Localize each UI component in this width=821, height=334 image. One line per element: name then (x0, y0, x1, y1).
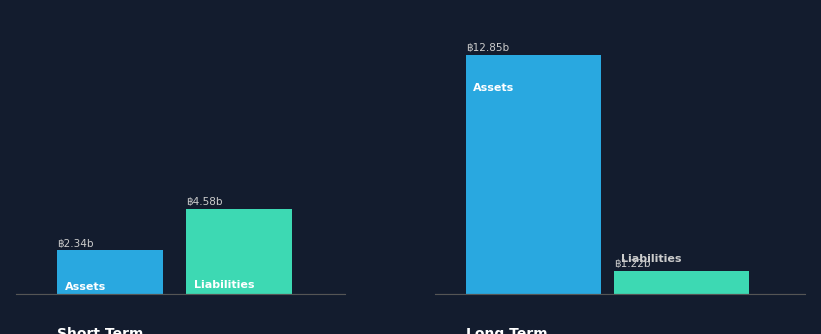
Text: Assets: Assets (65, 282, 106, 292)
Text: Liabilities: Liabilities (621, 255, 681, 265)
Text: Long Term: Long Term (466, 327, 548, 334)
Text: ฿12.85b: ฿12.85b (466, 43, 509, 53)
Text: ฿1.22b: ฿1.22b (614, 260, 650, 270)
Bar (57, 250, 163, 294)
Text: ฿4.58b: ฿4.58b (186, 197, 223, 207)
Bar (614, 271, 750, 294)
Bar (186, 209, 292, 294)
Text: Liabilities: Liabilities (194, 280, 254, 290)
Bar (466, 55, 602, 294)
Text: ฿2.34b: ฿2.34b (57, 239, 94, 248)
Text: Assets: Assets (474, 84, 515, 94)
Text: Short Term: Short Term (57, 327, 144, 334)
